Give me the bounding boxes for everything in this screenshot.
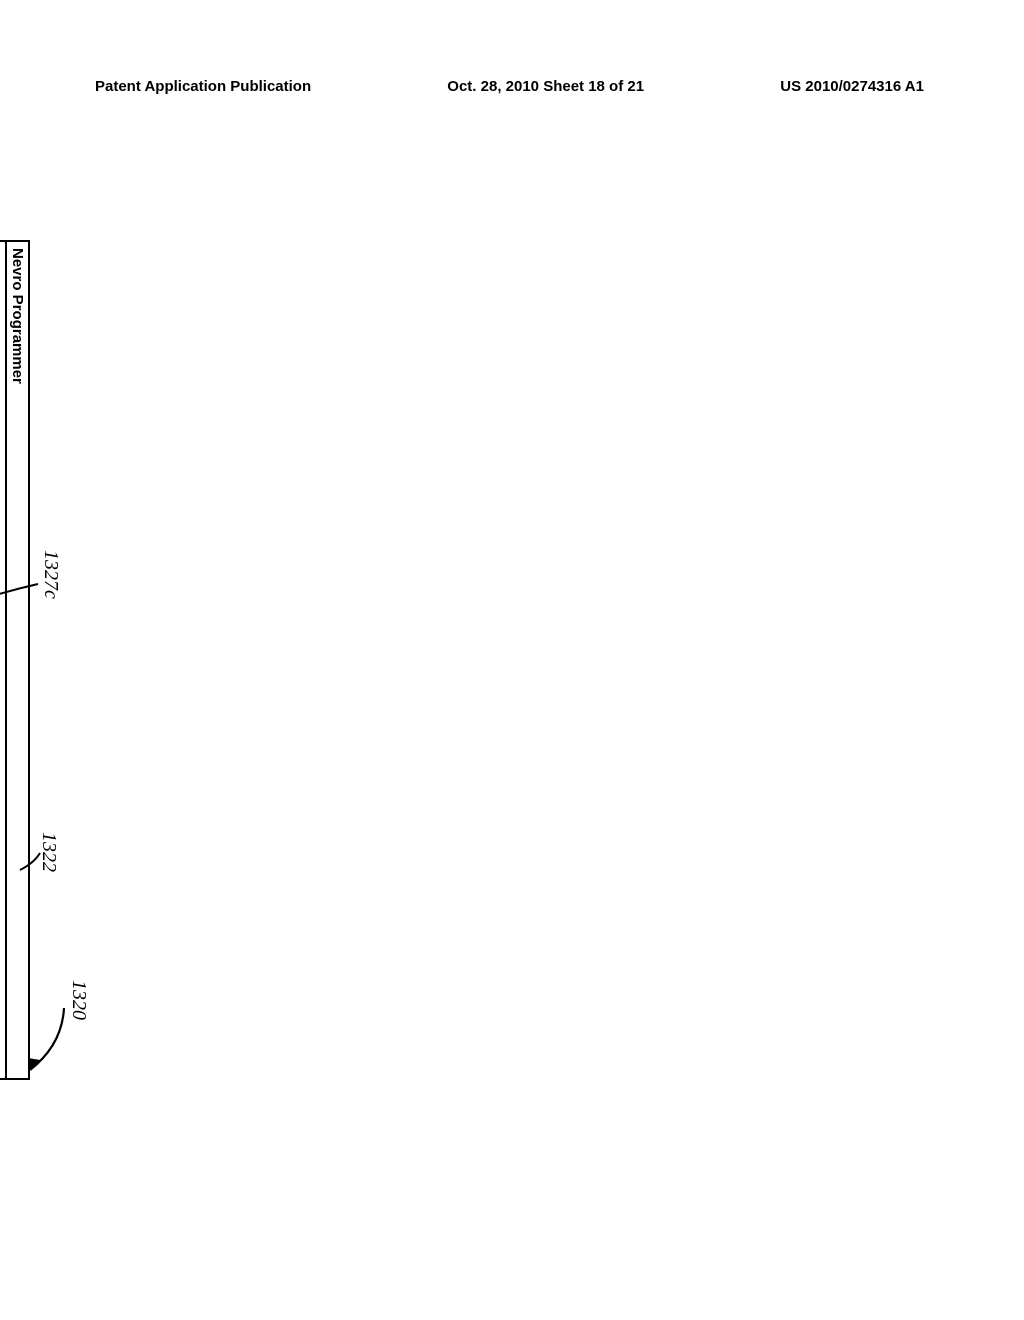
menu-item[interactable]: Tools bbox=[0, 294, 3, 330]
ref-1320: 1320 bbox=[67, 980, 90, 1020]
menu-item[interactable]: Help bbox=[0, 602, 3, 632]
header-right: US 2010/0274316 A1 bbox=[780, 78, 924, 95]
menu-item[interactable]: Statistics bbox=[0, 384, 3, 446]
menu-item[interactable]: Advanced bbox=[0, 459, 3, 526]
app-window: Nevro Programmer Files Tools Log Statist… bbox=[0, 240, 30, 1080]
header-left: Patent Application Publication bbox=[95, 78, 311, 95]
ref-1322: 1322 bbox=[37, 832, 60, 872]
figure-wrap: Nevro Programmer Files Tools Log Statist… bbox=[120, 180, 840, 1080]
rotated-figure: Nevro Programmer Files Tools Log Statist… bbox=[0, 180, 120, 1080]
page-header: Patent Application Publication Oct. 28, … bbox=[95, 78, 924, 95]
menu-item[interactable]: Log bbox=[0, 344, 3, 370]
menu-item[interactable]: Files bbox=[0, 248, 3, 280]
header-center: Oct. 28, 2010 Sheet 18 of 21 bbox=[447, 78, 644, 95]
menubar[interactable]: Files Tools Log Statistics Advanced Batt… bbox=[0, 242, 5, 1078]
window-title: Nevro Programmer bbox=[5, 242, 28, 1078]
menu-item[interactable]: Battery bbox=[0, 540, 3, 588]
ref-1327c: 1327c bbox=[39, 550, 62, 599]
